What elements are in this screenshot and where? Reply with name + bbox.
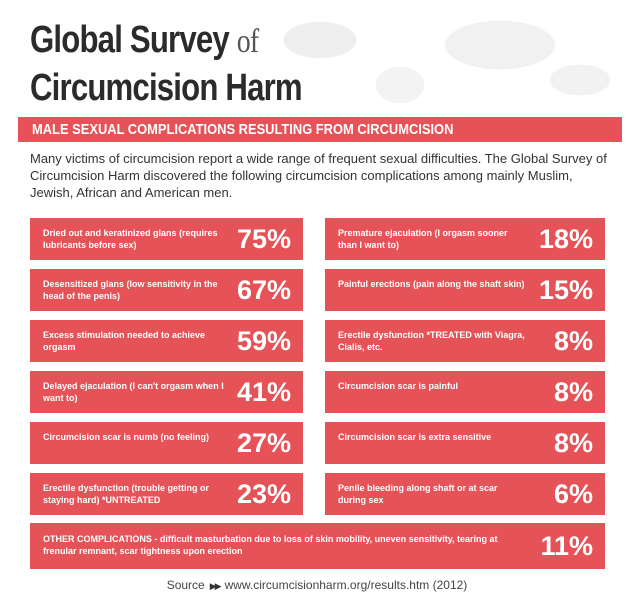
stat-label: Desensitized glans (low sensitivity in t… xyxy=(43,279,218,301)
stat-card: Delayed ejaculation (I can't orgasm when… xyxy=(30,371,303,413)
intro-paragraph: Many victims of circumcision report a wi… xyxy=(30,151,607,200)
title-line1: Global Survey xyxy=(30,19,230,61)
section-banner: MALE SEXUAL COMPLICATIONS RESULTING FROM… xyxy=(18,117,622,142)
stat-label: Penile bleeding along shaft or at scar d… xyxy=(338,483,498,505)
stat-label: Excess stimulation needed to achieve org… xyxy=(43,330,206,352)
title-of: of xyxy=(236,23,259,60)
stat-label: Painful erections (pain along the shaft … xyxy=(338,279,525,289)
stat-card: Circumcision scar is extra sensitive 8% xyxy=(325,422,605,464)
stat-card: Circumcision scar is painful 8% xyxy=(325,371,605,413)
stat-value: 67% xyxy=(236,275,291,305)
stat-label: Circumcision scar is numb (no feeling) xyxy=(43,432,210,442)
stat-card: Excess stimulation needed to achieve org… xyxy=(30,320,303,362)
stat-label: Erectile dysfunction *TREATED with Viagr… xyxy=(338,330,525,352)
page-title: Global Survey of Circumcision Harm xyxy=(30,20,330,116)
stat-label: Circumcision scar is extra sensitive xyxy=(338,432,492,442)
stat-card: Dried out and keratinized glans (require… xyxy=(30,218,303,260)
stat-card: Painful erections (pain along the shaft … xyxy=(325,269,605,311)
stat-card: Desensitized glans (low sensitivity in t… xyxy=(30,269,303,311)
stat-value: 8% xyxy=(553,326,593,356)
stat-value: 23% xyxy=(236,479,291,509)
stat-value: 8% xyxy=(553,428,593,458)
stat-value: 18% xyxy=(538,224,593,254)
source-line: Source ▶▶ www.circumcisionharm.org/results… xyxy=(0,578,634,592)
stat-card: Erectile dysfunction *TREATED with Viagr… xyxy=(325,320,605,362)
stat-value: 6% xyxy=(553,479,593,509)
stat-card: Penile bleeding along shaft or at scar d… xyxy=(325,473,605,515)
stat-label: Erectile dysfunction (trouble getting or… xyxy=(43,483,210,505)
stat-value: 27% xyxy=(236,428,291,458)
banner-text: MALE SEXUAL COMPLICATIONS RESULTING FROM… xyxy=(32,121,454,138)
stat-label: Delayed ejaculation (I can't orgasm when… xyxy=(43,381,224,403)
other-value: 11% xyxy=(540,531,593,561)
stat-label: Circumcision scar is painful xyxy=(338,381,459,391)
stat-value: 75% xyxy=(236,224,291,254)
source-url[interactable]: www.circumcisionharm.org/results.htm (20… xyxy=(224,578,468,592)
stat-card: Circumcision scar is numb (no feeling) 2… xyxy=(30,422,303,464)
other-label: OTHER COMPLICATIONS - difficult masturba… xyxy=(43,534,498,556)
stat-label: Dried out and keratinized glans (require… xyxy=(43,228,218,250)
other-complications-card: OTHER COMPLICATIONS - difficult masturba… xyxy=(30,523,605,569)
stat-card: Erectile dysfunction (trouble getting or… xyxy=(30,473,303,515)
double-arrow-icon: ▶▶ xyxy=(209,581,222,591)
source-label: Source xyxy=(166,578,205,592)
title-line2: Circumcision Harm xyxy=(30,67,303,109)
stat-value: 59% xyxy=(236,326,291,356)
stat-value: 41% xyxy=(236,377,291,407)
world-map-background xyxy=(200,0,634,110)
stat-value: 8% xyxy=(553,377,593,407)
stat-card: Premature ejaculation (I orgasm sooner t… xyxy=(325,218,605,260)
stat-value: 15% xyxy=(538,275,593,305)
stat-label: Premature ejaculation (I orgasm sooner t… xyxy=(338,228,508,250)
